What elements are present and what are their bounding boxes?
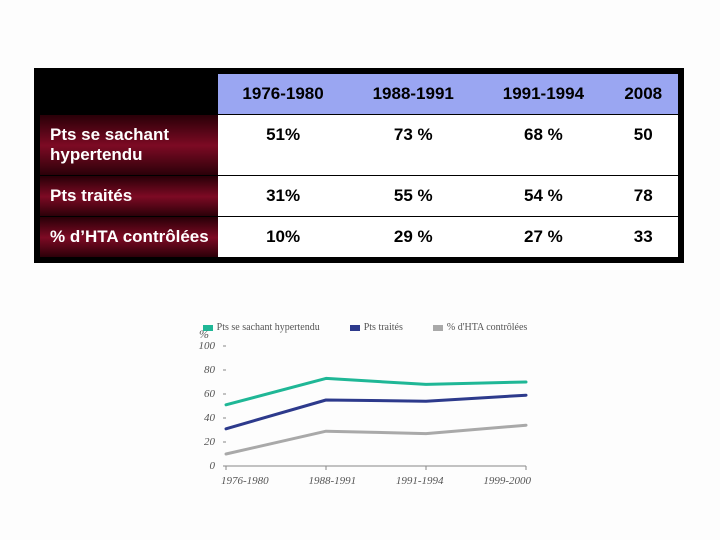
chart-area: % 020406080100 1976-1980 1988-1991 1991-… (221, 341, 531, 471)
table-row: % d’HTA contrôlées 10% 29 % 27 % 33 (40, 217, 678, 258)
legend-item: Pts traités (350, 322, 403, 333)
legend-swatch-icon (350, 325, 360, 331)
cell: 78 (608, 176, 678, 217)
x-axis-labels: 1976-1980 1988-1991 1991-1994 1999-2000 (221, 471, 531, 487)
cell: 55 % (348, 176, 478, 217)
row-label: Pts se sachant hypertendu (40, 115, 218, 176)
cell: 54 % (478, 176, 608, 217)
col-header: 1991-1994 (478, 74, 608, 115)
table-row: Pts traités 31% 55 % 54 % 78 (40, 176, 678, 217)
cell: 33 (608, 217, 678, 258)
legend-item: % d'HTA contrôlées (433, 322, 527, 333)
table-corner (40, 74, 218, 115)
cell: 10% (218, 217, 348, 258)
ytick-label: 60 (204, 388, 215, 400)
line-chart: Pts se sachant hypertendu Pts traités % … (195, 322, 535, 522)
cell: 50 (608, 115, 678, 176)
legend-item: Pts se sachant hypertendu (203, 322, 320, 333)
x-label: 1976-1980 (221, 475, 269, 487)
legend-label: % d'HTA contrôlées (447, 322, 527, 333)
cell: 51% (218, 115, 348, 176)
ytick-label: 20 (204, 436, 215, 448)
legend-swatch-icon (433, 325, 443, 331)
cell: 29 % (348, 217, 478, 258)
ytick-label: 100 (199, 340, 216, 352)
legend-label: Pts se sachant hypertendu (217, 322, 320, 333)
x-label: 1988-1991 (308, 475, 356, 487)
col-header: 1988-1991 (348, 74, 478, 115)
cell: 31% (218, 176, 348, 217)
ytick-label: 40 (204, 412, 215, 424)
row-label: Pts traités (40, 176, 218, 217)
x-label: 1991-1994 (396, 475, 444, 487)
col-header: 1976-1980 (218, 74, 348, 115)
row-label: % d’HTA contrôlées (40, 217, 218, 258)
table-row: Pts se sachant hypertendu 51% 73 % 68 % … (40, 115, 678, 176)
chart-legend: Pts se sachant hypertendu Pts traités % … (195, 322, 535, 333)
col-header: 2008 (608, 74, 678, 115)
ytick-label: 0 (210, 460, 216, 472)
data-table: 1976-1980 1988-1991 1991-1994 2008 Pts s… (34, 68, 684, 263)
cell: 27 % (478, 217, 608, 258)
stage: 1976-1980 1988-1991 1991-1994 2008 Pts s… (0, 0, 720, 540)
cell: 73 % (348, 115, 478, 176)
legend-label: Pts traités (364, 322, 403, 333)
ytick-label: 80 (204, 364, 215, 376)
x-label: 1999-2000 (483, 475, 531, 487)
cell: 68 % (478, 115, 608, 176)
table: 1976-1980 1988-1991 1991-1994 2008 Pts s… (40, 74, 678, 257)
chart-svg (221, 341, 531, 471)
